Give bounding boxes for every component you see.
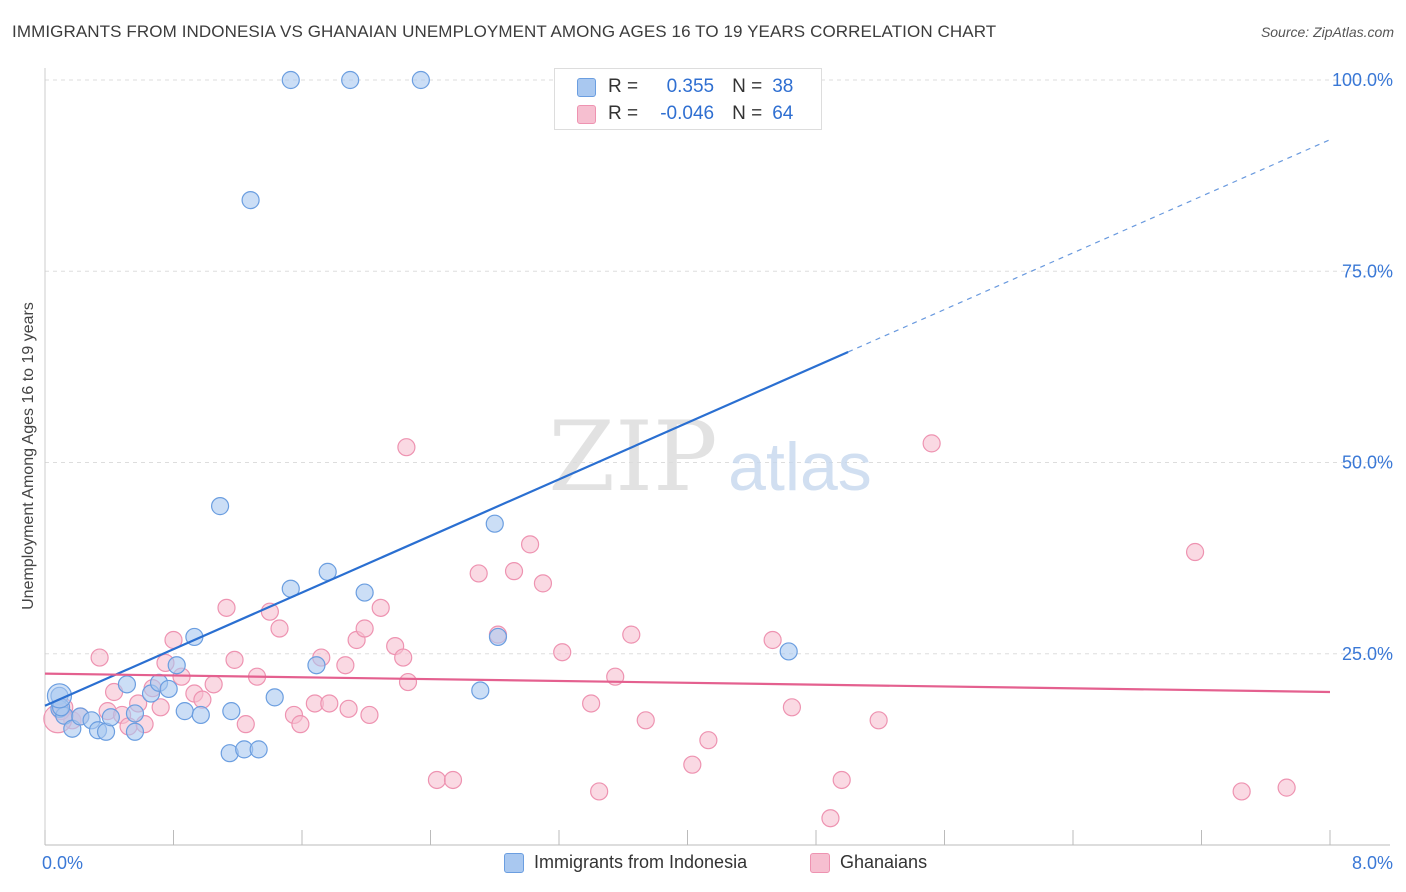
indonesia-point (355, 583, 374, 602)
legend-swatch-blue (577, 77, 596, 97)
ghanaians-point (355, 619, 374, 638)
ghanaians-point (217, 598, 236, 617)
indonesia-point (191, 705, 210, 725)
ghanaians-point (270, 619, 289, 638)
indonesia-point (471, 681, 490, 700)
ghanaians-point (90, 648, 109, 667)
series-name-indonesia: Immigrants from Indonesia (534, 852, 748, 872)
indonesia-point (307, 656, 326, 675)
legend-n-value: 38 (772, 76, 794, 97)
indonesia-point (341, 70, 360, 90)
ghanaians-point (636, 711, 655, 730)
legend-row-indonesia: R = 0.355 N = 38 (577, 74, 793, 100)
ghanaians-point (821, 809, 840, 828)
ghanaians-point (339, 699, 358, 718)
ghanaians-point (504, 562, 524, 581)
indonesia-point (265, 688, 284, 707)
series-swatch-pink (810, 852, 830, 873)
legend-r-label: R = (608, 76, 639, 97)
y-tick-label: 50.0% (1342, 453, 1393, 473)
ghanaians-point (193, 690, 212, 709)
indonesia-point (210, 497, 230, 516)
series-legend-ghanaians[interactable]: Ghanaians (810, 852, 927, 873)
grid-layer (45, 79, 1390, 655)
ghanaians-point (582, 694, 601, 713)
legend-n-label: N = (732, 103, 763, 124)
ghanaians-point (291, 715, 310, 734)
ghanaians-point (922, 434, 941, 453)
indonesia-point (222, 702, 241, 721)
legend-swatch-pink (577, 104, 596, 124)
indonesia-trend-extension (847, 139, 1331, 353)
source-label: Source: ZipAtlas.com (1260, 24, 1394, 40)
ghanaians-point (469, 564, 488, 583)
ghanaians-point (832, 770, 851, 790)
indonesia-point (159, 679, 178, 699)
x-tick-label: 8.0% (1352, 853, 1393, 873)
tick-labels: 25.0% 50.0% 75.0% 100.0% 0.0% 8.0% (42, 70, 1393, 873)
correlation-legend: R = 0.355 N = 38 R = -0.046 N = 64 (554, 68, 822, 130)
y-tick-label: 100.0% (1332, 70, 1393, 90)
ghanaians-point (236, 715, 255, 734)
ghanaians-point (204, 675, 223, 694)
legend-n-label: N = (732, 76, 763, 97)
legend-r-label: R = (608, 103, 639, 124)
ghanaians-point (371, 598, 390, 617)
series-swatch-blue (504, 852, 524, 873)
ghanaians-point (398, 672, 418, 692)
ghanaians-point (533, 574, 553, 593)
legend-r-value: 0.355 (666, 76, 715, 97)
ghanaians-point (1232, 782, 1251, 801)
ghanaians-point (443, 770, 463, 790)
indonesia-point (779, 642, 798, 661)
ghanaians-point (782, 698, 802, 717)
watermark-atlas: atlas (728, 429, 872, 505)
legend-r-value: -0.046 (660, 103, 715, 124)
series-name-ghanaians: Ghanaians (840, 852, 928, 872)
series-legend-indonesia[interactable]: Immigrants from Indonesia (504, 852, 747, 873)
ghanaians-point (699, 731, 718, 750)
ghanaians-point (869, 711, 888, 730)
ghanaians-point (590, 782, 609, 801)
legend-row-ghanaians: R = -0.046 N = 64 (577, 101, 793, 127)
indonesia-point (101, 708, 120, 727)
watermark-zip: ZIP (548, 401, 717, 513)
ghanaians-point (683, 755, 702, 774)
indonesia-point (125, 704, 145, 723)
indonesia-point (241, 191, 260, 210)
chart-title: IMMIGRANTS FROM INDONESIA VS GHANAIAN UN… (12, 22, 997, 41)
ghanaians-point (320, 694, 339, 713)
ghanaians-trend-line (44, 672, 1331, 694)
ghanaians-point (1277, 778, 1296, 797)
ghanaians-point (622, 625, 641, 644)
indonesia-point (125, 722, 145, 741)
indonesia-point (485, 514, 504, 533)
watermark: ZIP atlas (548, 401, 871, 513)
y-tick-label: 75.0% (1342, 261, 1393, 281)
indonesia-point (175, 702, 194, 721)
x-tick-label: 0.0% (42, 853, 83, 873)
indonesia-point (281, 70, 300, 90)
indonesia-point (249, 740, 268, 759)
ghanaians-point (553, 643, 572, 662)
indonesia-point (117, 675, 137, 694)
ghanaians-point (520, 535, 540, 554)
ghanaians-point (763, 630, 782, 650)
trend-lines (44, 139, 1331, 707)
legend-n-value: 64 (772, 103, 794, 124)
ghanaians-point (151, 698, 170, 717)
ghanaians-point (1185, 542, 1205, 562)
indonesia-trend-line (44, 350, 849, 707)
indonesia-point (411, 70, 430, 90)
y-tick-label: 25.0% (1342, 644, 1393, 664)
ghanaians-point (360, 705, 379, 725)
ghanaians-point (394, 648, 413, 667)
indonesia-point (488, 627, 508, 647)
indonesia-point (167, 656, 186, 675)
ghanaians-point (427, 770, 447, 790)
ghanaians-point (225, 650, 244, 669)
ghanaians-point (397, 438, 416, 457)
ghanaians-point (336, 656, 355, 675)
